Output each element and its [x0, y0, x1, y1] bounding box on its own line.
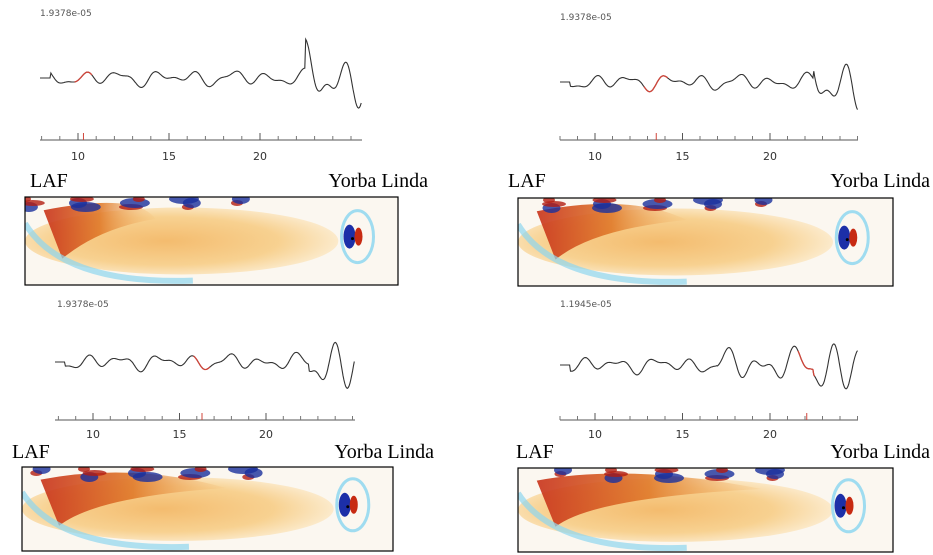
tick-label: 10 [86, 428, 100, 441]
surface-blob [704, 199, 722, 209]
source-red [849, 228, 858, 247]
tick-label: 15 [162, 150, 176, 163]
tick-label: 20 [763, 150, 777, 163]
panel: 1.9378e-05 10 15 20 LAF Yorba Linda [24, 9, 428, 286]
source-red [349, 495, 358, 514]
tick-label: 15 [676, 428, 690, 441]
source-halo [831, 478, 866, 534]
surface-blob [654, 198, 666, 203]
wavefield-frame [517, 467, 894, 553]
station-label: LAF [12, 441, 50, 463]
amplitude-label: 1.1945e-05 [560, 300, 612, 310]
red-front [43, 202, 156, 259]
station-label: Yorba Linda [328, 170, 428, 192]
wavefield-frame [21, 466, 394, 552]
source-blue [838, 225, 851, 250]
source-halo [340, 209, 376, 265]
source-red [845, 496, 854, 515]
cool-arc [518, 222, 687, 285]
surface-blob [244, 468, 263, 478]
station-dot [842, 506, 845, 510]
wavefield [518, 198, 893, 286]
tick-label: 20 [259, 428, 273, 441]
wavefield [25, 197, 398, 285]
surface-blob [716, 468, 728, 473]
wavefield-frame [517, 197, 894, 287]
seismogram-highlight [797, 350, 816, 377]
station-label: LAF [516, 441, 554, 463]
wavefield-frame [24, 196, 399, 286]
source-blue [834, 493, 847, 518]
cool-arc [518, 491, 687, 552]
amplitude-label: 1.9378e-05 [560, 13, 612, 23]
panel: 1.9378e-05 10 15 20 LAF Yorba Linda [12, 300, 434, 552]
surface-blob [82, 470, 107, 476]
tick-label: 10 [588, 428, 602, 441]
red-front [536, 473, 762, 527]
station-label: LAF [508, 170, 546, 192]
tick-label: 20 [253, 150, 267, 163]
surface-blob [194, 467, 207, 472]
surface-blob [654, 473, 684, 483]
surface-blob [592, 203, 622, 213]
wavefield [22, 467, 393, 551]
wavefield [518, 468, 893, 552]
amplitude-label: 1.9378e-05 [40, 9, 92, 19]
surface-blob [554, 468, 572, 475]
surface-blob [25, 200, 45, 206]
surface-blob [231, 197, 250, 204]
surface-blob [592, 198, 617, 203]
red-front [40, 472, 227, 526]
tick-label: 15 [676, 150, 690, 163]
source-blue [343, 224, 356, 249]
surface-blob [132, 197, 145, 202]
panel: 1.9378e-05 10 15 20 LAF Yorba Linda [508, 13, 930, 287]
seismogram [55, 341, 355, 389]
surface-blob [130, 467, 155, 472]
seismogram [40, 37, 362, 109]
tick-label: 20 [763, 428, 777, 441]
seismogram-highlight [74, 71, 93, 83]
station-dot [346, 505, 350, 509]
station-label: Yorba Linda [830, 441, 930, 463]
surface-blob [182, 198, 201, 208]
cool-arc [22, 490, 190, 551]
surface-blob [132, 472, 163, 482]
source-red [354, 227, 363, 246]
surface-blob [754, 198, 773, 205]
seismogram-highlight [643, 75, 669, 93]
cool-arc [25, 221, 193, 284]
station-dot [845, 238, 849, 242]
seismogram-highlight [193, 355, 211, 371]
station-label: LAF [30, 170, 68, 192]
surface-blob [542, 201, 566, 207]
surface-blob [32, 467, 51, 474]
station-label: Yorba Linda [334, 441, 434, 463]
source-halo [834, 210, 870, 266]
tick-label: 10 [588, 150, 602, 163]
surface-blob [69, 197, 94, 202]
seismogram [560, 343, 858, 390]
panel: 1.1945e-05 10 15 20 LAF Yorba Linda [516, 300, 930, 553]
surface-blob [604, 471, 628, 477]
surface-blob [766, 469, 784, 479]
surface-blob [654, 468, 679, 473]
station-label: Yorba Linda [830, 170, 930, 192]
source-blue [338, 492, 351, 517]
red-front [536, 203, 687, 260]
tick-label: 15 [173, 428, 187, 441]
station-dot [351, 237, 355, 241]
source-halo [335, 477, 371, 533]
amplitude-label: 1.9378e-05 [57, 300, 109, 310]
surface-blob [70, 202, 101, 212]
seismogram [560, 63, 859, 110]
tick-label: 10 [71, 150, 85, 163]
